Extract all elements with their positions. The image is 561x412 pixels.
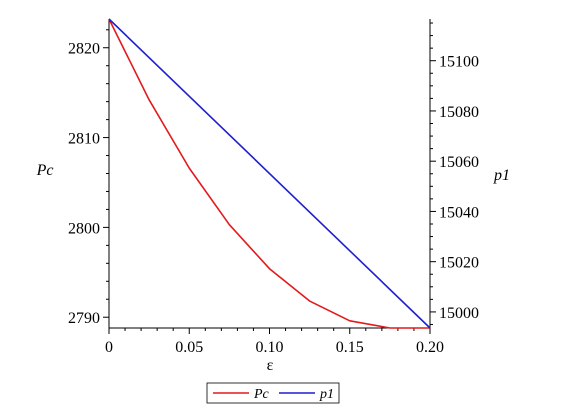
x-tick-label: 0 [105, 339, 113, 356]
series-line-p1 [108, 18, 431, 329]
axes: 0 0.05 0.10 0.15 0.20 2790 2800 2810 2820 15000 15… [68, 19, 479, 356]
series-layer [108, 18, 431, 329]
y-left-tick-label: 2800 [68, 220, 100, 237]
y-left-tick-label: 2820 [68, 41, 100, 58]
y-right-tick-label: 15040 [439, 204, 479, 221]
legend-label-pc: Pc [253, 387, 270, 402]
y-left-tick-label: 2790 [68, 310, 100, 327]
y-right-tick-label: 15080 [439, 104, 479, 121]
legend-label-p1: p1 [319, 387, 334, 402]
axis-labels: Pc p1 ε [36, 162, 510, 374]
y-right-tick-label: 15020 [439, 255, 479, 272]
x-tick-label: 0.05 [175, 339, 203, 356]
x-axis-label: ε [267, 357, 274, 374]
series-line-pc [108, 18, 430, 329]
right-axis-label: p1 [493, 167, 510, 184]
legend-box [206, 382, 340, 404]
x-tick-label: 0.10 [256, 339, 284, 356]
y-left-tick-label: 2810 [68, 131, 100, 148]
x-tick-label: 0.20 [416, 339, 444, 356]
y-right-tick-label: 15060 [439, 154, 479, 171]
y-right-tick-label: 15100 [439, 54, 479, 71]
left-axis-label: Pc [36, 162, 54, 179]
y-right-tick-label: 15000 [439, 305, 479, 322]
x-tick-label: 0.15 [336, 339, 364, 356]
legend: Pc p1 [206, 382, 340, 404]
